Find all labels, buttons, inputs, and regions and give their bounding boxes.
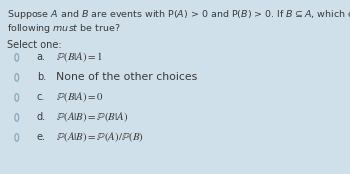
Text: $\mathbb{P}(A|B) = \mathbb{P}(A)/\mathbb{P}(B)$: $\mathbb{P}(A|B) = \mathbb{P}(A)/\mathbb…: [56, 130, 144, 144]
Text: $\mathbb{P}(B|A) = 1$: $\mathbb{P}(B|A) = 1$: [56, 50, 103, 64]
Text: following $\mathit{must}$ be true?: following $\mathit{must}$ be true?: [7, 22, 120, 35]
Text: None of the other choices: None of the other choices: [56, 72, 197, 82]
Text: d.: d.: [37, 112, 46, 122]
Text: Suppose $A$ and $B$ are events with P($A$) > 0 and P($B$) > 0. If $B \subseteq A: Suppose $A$ and $B$ are events with P($A…: [7, 8, 350, 21]
Text: c.: c.: [37, 92, 45, 102]
Text: e.: e.: [37, 132, 46, 143]
Text: $\mathbb{P}(A|B) = \mathbb{P}(B|A)$: $\mathbb{P}(A|B) = \mathbb{P}(B|A)$: [56, 110, 128, 124]
Text: b.: b.: [37, 72, 46, 82]
Text: a.: a.: [37, 52, 46, 62]
Text: Select one:: Select one:: [7, 40, 62, 50]
Text: $\mathbb{P}(B|A) = 0$: $\mathbb{P}(B|A) = 0$: [56, 90, 104, 104]
